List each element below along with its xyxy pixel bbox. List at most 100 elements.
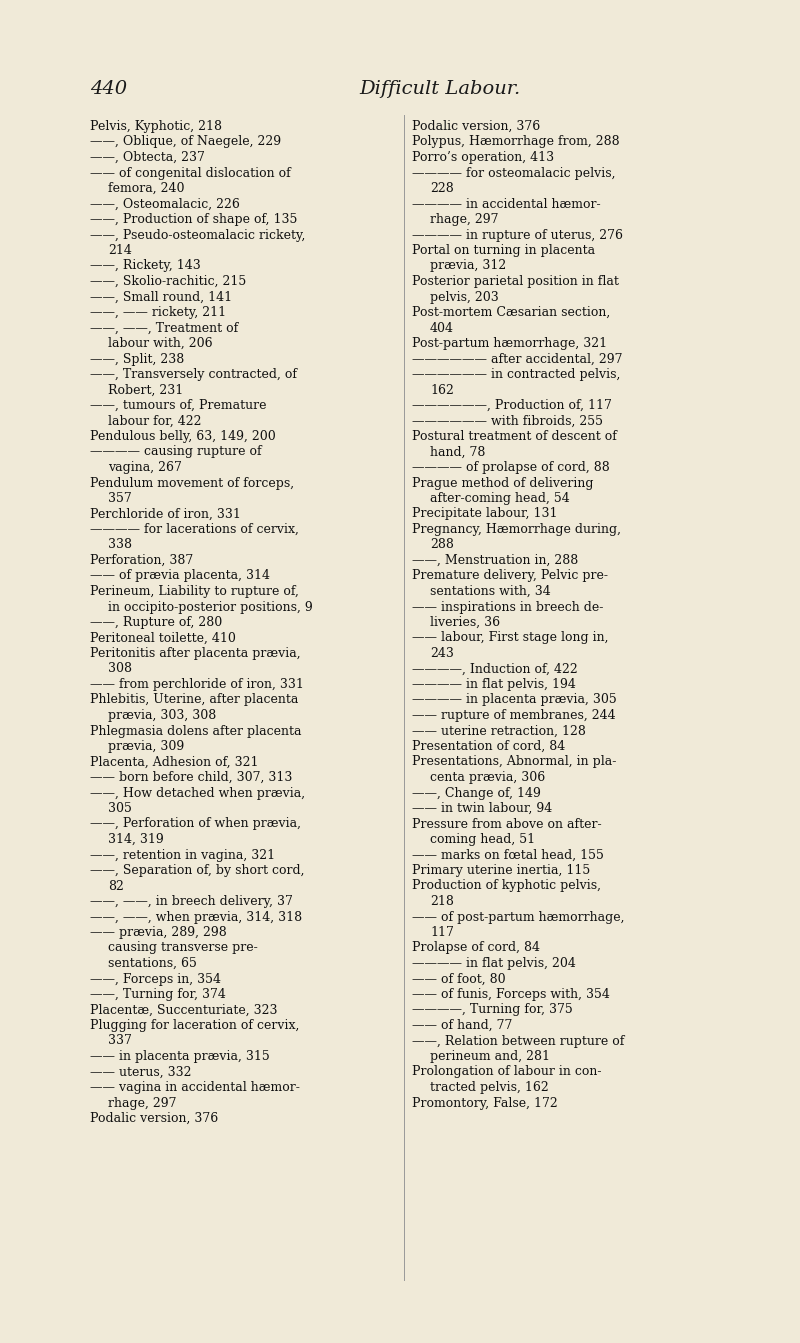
Text: 404: 404: [430, 321, 454, 334]
Text: ——, —— rickety, 211: ——, —— rickety, 211: [90, 306, 226, 320]
Text: causing transverse pre-: causing transverse pre-: [108, 941, 258, 955]
Text: ——, tumours of, Premature: ——, tumours of, Premature: [90, 399, 266, 412]
Text: Presentation of cord, 84: Presentation of cord, 84: [412, 740, 566, 753]
Text: labour with, 206: labour with, 206: [108, 337, 213, 351]
Text: —— of post-partum hæmorrhage,: —— of post-partum hæmorrhage,: [412, 911, 625, 924]
Text: 337: 337: [108, 1034, 132, 1048]
Text: liveries, 36: liveries, 36: [430, 616, 500, 629]
Text: Pendulum movement of forceps,: Pendulum movement of forceps,: [90, 477, 294, 489]
Text: —— inspirations in breech de-: —— inspirations in breech de-: [412, 600, 603, 614]
Text: ——, Small round, 141: ——, Small round, 141: [90, 290, 232, 304]
Text: —— labour, First stage long in,: —— labour, First stage long in,: [412, 631, 609, 645]
Text: —— rupture of membranes, 244: —— rupture of membranes, 244: [412, 709, 616, 723]
Text: ——, Transversely contracted, of: ——, Transversely contracted, of: [90, 368, 297, 381]
Text: ——, ——, when prævia, 314, 318: ——, ——, when prævia, 314, 318: [90, 911, 302, 924]
Text: 440: 440: [90, 81, 127, 98]
Text: Difficult Labour.: Difficult Labour.: [359, 81, 521, 98]
Text: Podalic version, 376: Podalic version, 376: [412, 120, 540, 133]
Text: Placentæ, Succenturiate, 323: Placentæ, Succenturiate, 323: [90, 1003, 278, 1017]
Text: femora, 240: femora, 240: [108, 183, 185, 195]
Text: Primary uterine inertia, 115: Primary uterine inertia, 115: [412, 864, 590, 877]
Text: Perchloride of iron, 331: Perchloride of iron, 331: [90, 508, 241, 521]
Text: Perineum, Liability to rupture of,: Perineum, Liability to rupture of,: [90, 586, 299, 598]
Text: ——, Pseudo-osteomalacic rickety,: ——, Pseudo-osteomalacic rickety,: [90, 228, 306, 242]
Text: —— of funis, Forceps with, 354: —— of funis, Forceps with, 354: [412, 988, 610, 1001]
Text: —— of hand, 77: —— of hand, 77: [412, 1019, 512, 1031]
Text: sentations, 65: sentations, 65: [108, 958, 197, 970]
Text: Presentations, Abnormal, in pla-: Presentations, Abnormal, in pla-: [412, 756, 616, 768]
Text: ————, Turning for, 375: ————, Turning for, 375: [412, 1003, 573, 1017]
Text: 338: 338: [108, 539, 132, 552]
Text: sentations with, 34: sentations with, 34: [430, 586, 550, 598]
Text: Production of kyphotic pelvis,: Production of kyphotic pelvis,: [412, 880, 601, 893]
Text: ——, Split, 238: ——, Split, 238: [90, 352, 184, 365]
Text: Porro’s operation, 413: Porro’s operation, 413: [412, 150, 554, 164]
Text: Premature delivery, Pelvic pre-: Premature delivery, Pelvic pre-: [412, 569, 608, 583]
Text: ———— in flat pelvis, 194: ———— in flat pelvis, 194: [412, 678, 576, 692]
Text: —— born before child, 307, 313: —— born before child, 307, 313: [90, 771, 292, 784]
Text: 117: 117: [430, 927, 454, 939]
Text: Prolapse of cord, 84: Prolapse of cord, 84: [412, 941, 540, 955]
Text: labour for, 422: labour for, 422: [108, 415, 202, 427]
Text: —— of congenital dislocation of: —— of congenital dislocation of: [90, 167, 290, 180]
Text: ——, Skolio-rachitic, 215: ——, Skolio-rachitic, 215: [90, 275, 246, 287]
Text: ———— for osteomalacic pelvis,: ———— for osteomalacic pelvis,: [412, 167, 615, 180]
Text: Perforation, 387: Perforation, 387: [90, 555, 194, 567]
Text: ——————, Production of, 117: ——————, Production of, 117: [412, 399, 612, 412]
Text: Posterior parietal position in flat: Posterior parietal position in flat: [412, 275, 619, 287]
Text: ———— in placenta prævia, 305: ———— in placenta prævia, 305: [412, 693, 617, 706]
Text: ——, Osteomalacic, 226: ——, Osteomalacic, 226: [90, 197, 240, 211]
Text: ——, Turning for, 374: ——, Turning for, 374: [90, 988, 226, 1001]
Text: 218: 218: [430, 894, 454, 908]
Text: Prolongation of labour in con-: Prolongation of labour in con-: [412, 1065, 602, 1078]
Text: 288: 288: [430, 539, 454, 552]
Text: 228: 228: [430, 183, 454, 195]
Text: Pendulous belly, 63, 149, 200: Pendulous belly, 63, 149, 200: [90, 430, 276, 443]
Text: Plugging for laceration of cervix,: Plugging for laceration of cervix,: [90, 1019, 299, 1031]
Text: 314, 319: 314, 319: [108, 833, 164, 846]
Text: —— prævia, 289, 298: —— prævia, 289, 298: [90, 927, 226, 939]
Text: —— of prævia placenta, 314: —— of prævia placenta, 314: [90, 569, 270, 583]
Text: Phlebitis, Uterine, after placenta: Phlebitis, Uterine, after placenta: [90, 693, 298, 706]
Text: 82: 82: [108, 880, 124, 893]
Text: —————— with fibroids, 255: —————— with fibroids, 255: [412, 415, 603, 427]
Text: ———— in rupture of uterus, 276: ———— in rupture of uterus, 276: [412, 228, 623, 242]
Text: Promontory, False, 172: Promontory, False, 172: [412, 1096, 558, 1109]
Text: vagina, 267: vagina, 267: [108, 461, 182, 474]
Text: Post-mortem Cæsarian section,: Post-mortem Cæsarian section,: [412, 306, 610, 320]
Text: 305: 305: [108, 802, 132, 815]
Text: ——, ——, Treatment of: ——, ——, Treatment of: [90, 321, 238, 334]
Text: —— in placenta prævia, 315: —— in placenta prævia, 315: [90, 1050, 270, 1064]
Text: 243: 243: [430, 647, 454, 659]
Text: —————— after accidental, 297: —————— after accidental, 297: [412, 352, 622, 365]
Text: ———— of prolapse of cord, 88: ———— of prolapse of cord, 88: [412, 461, 610, 474]
Text: Peritonitis after placenta prævia,: Peritonitis after placenta prævia,: [90, 647, 301, 659]
Text: ——, Perforation of when prævia,: ——, Perforation of when prævia,: [90, 818, 301, 830]
Text: —— of foot, 80: —— of foot, 80: [412, 972, 506, 986]
Text: ——, Relation between rupture of: ——, Relation between rupture of: [412, 1034, 624, 1048]
Text: ——, How detached when prævia,: ——, How detached when prævia,: [90, 787, 305, 799]
Text: in occipito-posterior positions, 9: in occipito-posterior positions, 9: [108, 600, 313, 614]
Text: —————— in contracted pelvis,: —————— in contracted pelvis,: [412, 368, 620, 381]
Text: 214: 214: [108, 244, 132, 257]
Text: hand, 78: hand, 78: [430, 446, 486, 458]
Text: —— in twin labour, 94: —— in twin labour, 94: [412, 802, 552, 815]
Text: ——, Menstruation in, 288: ——, Menstruation in, 288: [412, 555, 578, 567]
Text: ———— in accidental hæmor-: ———— in accidental hæmor-: [412, 197, 601, 211]
Text: 357: 357: [108, 492, 132, 505]
Text: —— uterine retraction, 128: —— uterine retraction, 128: [412, 724, 586, 737]
Text: rhage, 297: rhage, 297: [108, 1096, 177, 1109]
Text: Peritoneal toilette, 410: Peritoneal toilette, 410: [90, 631, 236, 645]
Text: Pressure from above on after-: Pressure from above on after-: [412, 818, 602, 830]
Text: —— marks on fœtal head, 155: —— marks on fœtal head, 155: [412, 849, 604, 861]
Text: ——, Change of, 149: ——, Change of, 149: [412, 787, 541, 799]
Text: Phlegmasia dolens after placenta: Phlegmasia dolens after placenta: [90, 724, 302, 737]
Text: prævia, 312: prævia, 312: [430, 259, 506, 273]
Text: ——, Rupture of, 280: ——, Rupture of, 280: [90, 616, 222, 629]
Text: ——, Oblique, of Naegele, 229: ——, Oblique, of Naegele, 229: [90, 136, 281, 149]
Text: after-coming head, 54: after-coming head, 54: [430, 492, 570, 505]
Text: —— uterus, 332: —— uterus, 332: [90, 1065, 191, 1078]
Text: Precipitate labour, 131: Precipitate labour, 131: [412, 508, 558, 521]
Text: coming head, 51: coming head, 51: [430, 833, 535, 846]
Text: 162: 162: [430, 384, 454, 396]
